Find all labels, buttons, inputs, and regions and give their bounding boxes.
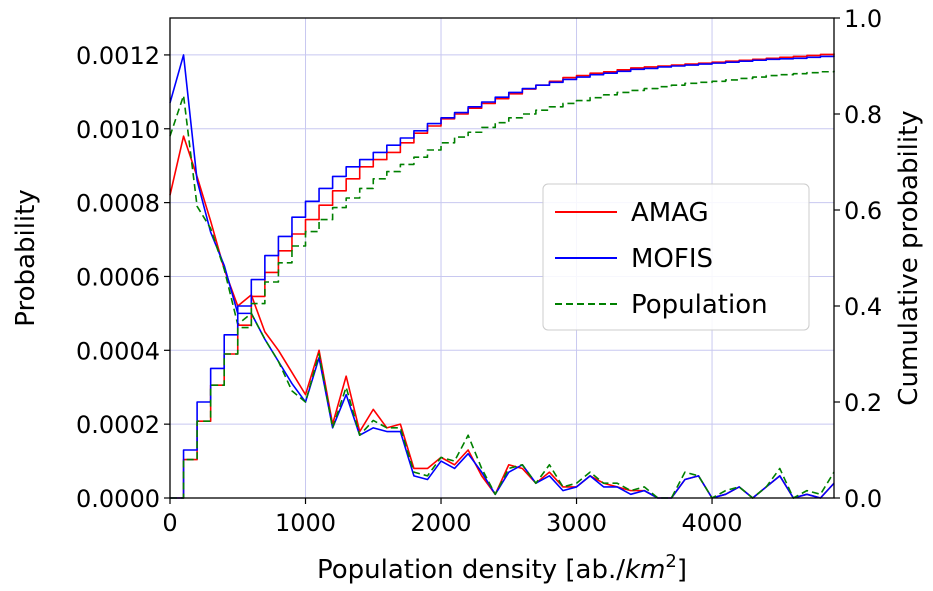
x-axis-label-unit: km (625, 555, 665, 585)
y-left-tick-label: 0.0010 (76, 116, 160, 144)
plot-area-frame (169, 17, 835, 499)
legend-label-amag: AMAG (631, 198, 709, 228)
x-axis-label: Population density [ab./km2] (317, 551, 687, 585)
legend-label-mofis: MOFIS (631, 244, 713, 274)
series-lines (169, 53, 835, 499)
y-left-tick-label: 0.0002 (76, 411, 160, 439)
y-right-tick-label: 0.4 (844, 293, 882, 321)
axis-ticks: 0 1000 2000 3000 4000 0.0000 0.0002 0.0004 0.000… (76, 5, 882, 537)
x-tick-label: 4000 (682, 509, 743, 537)
x-axis-label-prefix: Population density [ab./ (317, 555, 625, 585)
y-right-tick-label: 1.0 (844, 5, 882, 33)
y-axis-label-left: Probability (11, 189, 41, 326)
legend-label-population: Population (631, 290, 768, 320)
x-tick-label: 1000 (275, 509, 336, 537)
legend-box (542, 183, 810, 331)
legend: AMAG MOFIS Population (542, 183, 810, 331)
y-left-tick-label: 0.0000 (76, 485, 160, 513)
x-tick-label: 0 (162, 509, 177, 537)
x-axis-label-exponent: 2 (665, 551, 676, 572)
population-cumulative-line (170, 70, 835, 499)
x-axis-label-suffix: ] (677, 555, 687, 585)
y-right-tick-label: 0.8 (844, 101, 882, 129)
x-tick-label: 2000 (410, 509, 471, 537)
y-right-tick-label: 0.6 (844, 197, 882, 225)
x-tick-label: 3000 (546, 509, 607, 537)
y-right-tick-label: 0.2 (844, 389, 882, 417)
y-axis-label-right: Cumulative probability (894, 110, 924, 405)
y-left-tick-label: 0.0008 (76, 190, 160, 218)
y-left-tick-label: 0.0012 (76, 42, 160, 70)
population-probability-line (169, 94, 835, 499)
mofis-cumulative-line (170, 55, 835, 499)
y-left-tick-label: 0.0006 (76, 263, 160, 291)
y-right-tick-label: 0.0 (844, 485, 882, 513)
y-left-tick-label: 0.0004 (76, 337, 160, 365)
